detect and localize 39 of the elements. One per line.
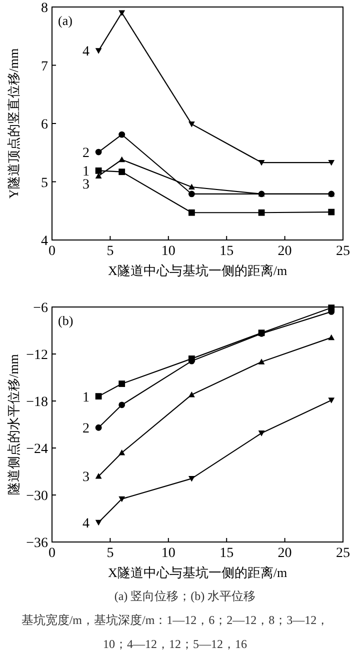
x-tick-label: 0 (48, 244, 56, 259)
series-label: 3 (82, 470, 90, 486)
series-label: 2 (82, 146, 90, 162)
x-tick-label: 20 (278, 546, 292, 561)
text: (a) (58, 13, 72, 28)
x-tick-label: 10 (161, 546, 176, 561)
text: (b) (58, 313, 74, 328)
series-label: 1 (82, 164, 90, 180)
y-tick-label: −18 (26, 395, 48, 410)
y-tick-label: 6 (41, 118, 48, 132)
x-tick-label: 10 (161, 244, 176, 259)
y-tick-label: 8 (41, 1, 48, 16)
series-label: 3 (82, 178, 90, 193)
x-tick-label: 25 (336, 546, 350, 561)
y-axis-title: 隧道侧点的水平位移/mm (6, 354, 21, 495)
series-label: 4 (82, 516, 90, 532)
series-label: 4 (82, 44, 90, 60)
x-tick-label: 5 (106, 546, 114, 561)
x-axis-title: X隧道中心与基坑一侧的距离/m (108, 263, 288, 278)
y-tick-label: 5 (41, 176, 48, 191)
series-label: 1 (82, 390, 90, 406)
x-tick-label: 25 (336, 244, 350, 259)
y-tick-label: 7 (41, 59, 48, 74)
y-tick-label: −6 (33, 301, 48, 316)
text: (a) 竖向位移；(b) 水平位移 (113, 588, 257, 605)
y-tick-label: −12 (26, 348, 48, 363)
series-label: 2 (82, 422, 90, 437)
y-tick-label: −36 (26, 536, 48, 551)
y-tick-label: −30 (26, 489, 48, 504)
x-tick-label: 20 (278, 244, 292, 259)
y-tick-label: 4 (41, 234, 48, 249)
y-tick-label: −24 (26, 442, 48, 457)
y-axis-title: Y隧道顶点的竖直位移/mm (6, 48, 21, 199)
x-axis-title: X隧道中心与基坑一侧的距离/m (108, 565, 288, 580)
x-tick-label: 0 (48, 546, 56, 561)
x-tick-label: 15 (220, 546, 234, 561)
text: 基坑宽度/m，基坑深度/m：1—12，6；2—12，8；3—12，10；4—12，12；5—12，16 (20, 612, 330, 653)
x-tick-label: 5 (106, 244, 114, 259)
x-tick-label: 15 (220, 244, 234, 259)
